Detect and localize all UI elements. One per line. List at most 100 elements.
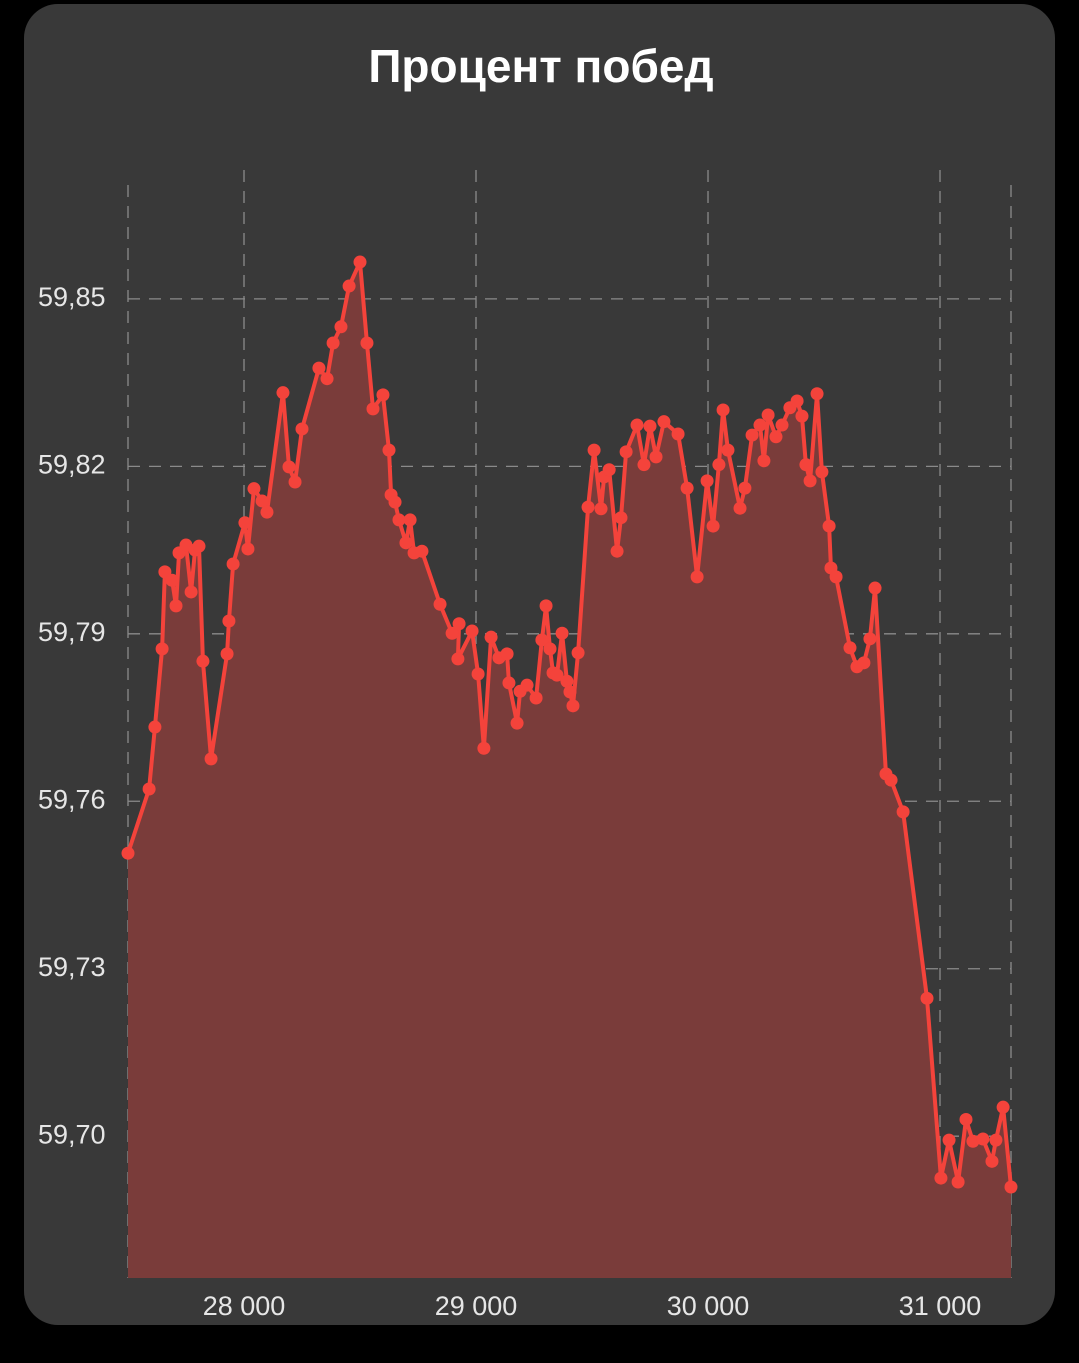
point bbox=[220, 647, 234, 661]
point bbox=[510, 716, 524, 730]
point bbox=[1004, 1180, 1018, 1194]
point bbox=[671, 427, 685, 441]
point bbox=[643, 419, 657, 433]
point bbox=[148, 720, 162, 734]
point bbox=[738, 481, 752, 495]
point bbox=[680, 481, 694, 495]
point bbox=[649, 450, 663, 464]
point bbox=[610, 544, 624, 558]
point bbox=[326, 336, 340, 350]
point bbox=[539, 599, 553, 613]
point bbox=[184, 585, 198, 599]
point bbox=[403, 513, 417, 527]
point bbox=[155, 642, 169, 656]
point bbox=[255, 494, 269, 508]
point bbox=[775, 418, 789, 432]
point bbox=[884, 773, 898, 787]
point bbox=[942, 1133, 956, 1147]
point bbox=[810, 387, 824, 401]
point bbox=[192, 539, 206, 553]
point bbox=[465, 624, 479, 638]
point bbox=[712, 458, 726, 472]
point bbox=[399, 536, 413, 550]
point bbox=[560, 674, 574, 688]
point bbox=[700, 474, 714, 488]
point bbox=[619, 445, 633, 459]
point bbox=[769, 430, 783, 444]
point bbox=[334, 320, 348, 334]
point bbox=[989, 1133, 1003, 1147]
point bbox=[360, 336, 374, 350]
point bbox=[484, 630, 498, 644]
point bbox=[829, 570, 843, 584]
point bbox=[594, 502, 608, 516]
point bbox=[452, 617, 466, 631]
point bbox=[342, 279, 356, 293]
point bbox=[959, 1112, 973, 1126]
point bbox=[920, 991, 934, 1005]
point bbox=[753, 418, 767, 432]
point bbox=[657, 415, 671, 429]
point bbox=[690, 570, 704, 584]
point bbox=[733, 501, 747, 515]
point bbox=[500, 647, 514, 661]
point bbox=[799, 458, 813, 472]
point bbox=[863, 632, 877, 646]
point bbox=[795, 409, 809, 423]
point bbox=[571, 646, 585, 660]
point bbox=[706, 519, 720, 533]
point bbox=[822, 519, 836, 533]
point bbox=[392, 513, 406, 527]
point bbox=[563, 685, 577, 699]
point bbox=[535, 633, 549, 647]
point bbox=[238, 516, 252, 530]
point bbox=[260, 505, 274, 519]
point bbox=[451, 652, 465, 666]
point bbox=[415, 544, 429, 558]
point bbox=[555, 626, 569, 640]
point bbox=[614, 511, 628, 525]
point bbox=[502, 676, 516, 690]
y-tick-label: 59,79 bbox=[38, 617, 106, 647]
point bbox=[520, 678, 534, 692]
point bbox=[471, 667, 485, 681]
point bbox=[121, 846, 135, 860]
point bbox=[433, 597, 447, 611]
x-tick-label: 29 000 bbox=[435, 1291, 518, 1321]
point bbox=[602, 463, 616, 477]
point bbox=[550, 668, 564, 682]
point bbox=[241, 542, 255, 556]
y-tick-label: 59,73 bbox=[38, 952, 106, 982]
point bbox=[966, 1134, 980, 1148]
point bbox=[630, 418, 644, 432]
point bbox=[790, 394, 804, 408]
point bbox=[815, 465, 829, 479]
point bbox=[295, 422, 309, 436]
point bbox=[587, 443, 601, 457]
point bbox=[896, 805, 910, 819]
point bbox=[857, 656, 871, 670]
point bbox=[169, 599, 183, 613]
x-tick-label: 28 000 bbox=[203, 1291, 286, 1321]
point bbox=[637, 458, 651, 472]
point bbox=[868, 581, 882, 595]
point bbox=[477, 741, 491, 755]
point bbox=[985, 1154, 999, 1168]
point bbox=[247, 482, 261, 496]
point bbox=[566, 699, 580, 713]
point bbox=[366, 402, 380, 416]
y-tick-label: 59,82 bbox=[38, 449, 106, 479]
point bbox=[382, 443, 396, 457]
point bbox=[581, 500, 595, 514]
point bbox=[320, 372, 334, 386]
point bbox=[951, 1175, 965, 1189]
point bbox=[996, 1100, 1010, 1114]
point bbox=[757, 454, 771, 468]
y-tick-label: 59,70 bbox=[38, 1119, 106, 1149]
point bbox=[312, 361, 326, 375]
point bbox=[276, 386, 290, 400]
point bbox=[721, 443, 735, 457]
point bbox=[226, 557, 240, 571]
point bbox=[803, 474, 817, 488]
